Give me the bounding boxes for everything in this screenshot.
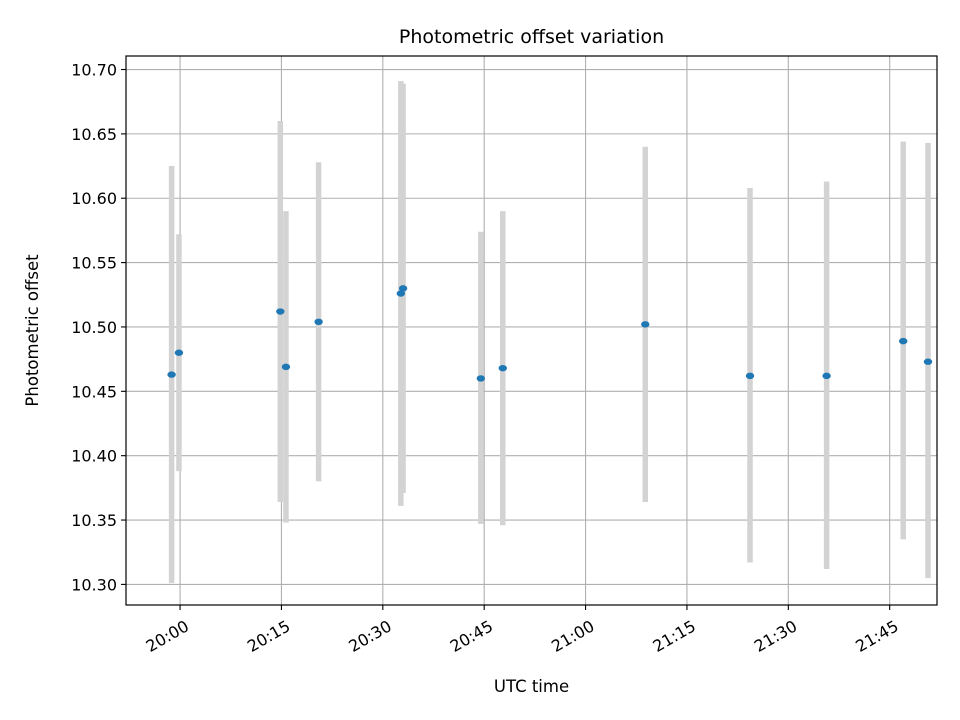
- data-point: [923, 358, 933, 365]
- data-point: [899, 337, 908, 345]
- data-point: [498, 364, 507, 372]
- data-point: [167, 371, 176, 378]
- x-tick-label: 21:45: [852, 616, 901, 656]
- errorbar-layer: [168, 81, 931, 584]
- data-point: [398, 285, 408, 292]
- data-point: [314, 318, 323, 326]
- y-tick-label: 10.60: [71, 189, 117, 208]
- y-tick-label: 10.30: [71, 575, 117, 594]
- x-axis-label: UTC time: [494, 677, 569, 696]
- x-tick-label: 20:45: [447, 616, 496, 656]
- data-point: [476, 375, 486, 382]
- data-point: [174, 349, 184, 356]
- chart-title: Photometric offset variation: [399, 26, 664, 48]
- y-tick-label: 10.35: [71, 511, 117, 530]
- y-tick-label: 10.65: [71, 125, 117, 144]
- point-layer: [167, 285, 933, 382]
- tick-layer: 20:00 20:15 20:30 20:45 21:00 21:15 21:30 21:45…: [71, 61, 902, 656]
- data-point: [745, 372, 755, 380]
- x-tick-label: 20:00: [143, 616, 192, 656]
- y-tick-label: 10.50: [71, 318, 117, 337]
- y-tick-label: 10.55: [71, 254, 117, 273]
- data-point: [822, 372, 831, 380]
- data-point: [641, 321, 650, 328]
- x-tick-label: 21:00: [548, 616, 597, 656]
- data-point: [396, 290, 406, 297]
- x-tick-label: 21:30: [751, 616, 800, 656]
- y-tick-label: 10.45: [71, 382, 117, 401]
- plot-frame: [125, 55, 938, 606]
- data-point: [276, 308, 285, 315]
- x-tick-label: 20:15: [244, 616, 293, 656]
- data-point: [281, 363, 291, 371]
- y-tick-label: 10.40: [71, 447, 117, 466]
- y-tick-label: 10.70: [71, 61, 117, 80]
- grid-layer: [126, 56, 937, 605]
- x-tick-label: 20:30: [345, 616, 394, 656]
- x-tick-label: 21:15: [650, 616, 699, 656]
- y-axis-label: Photometric offset: [23, 254, 42, 407]
